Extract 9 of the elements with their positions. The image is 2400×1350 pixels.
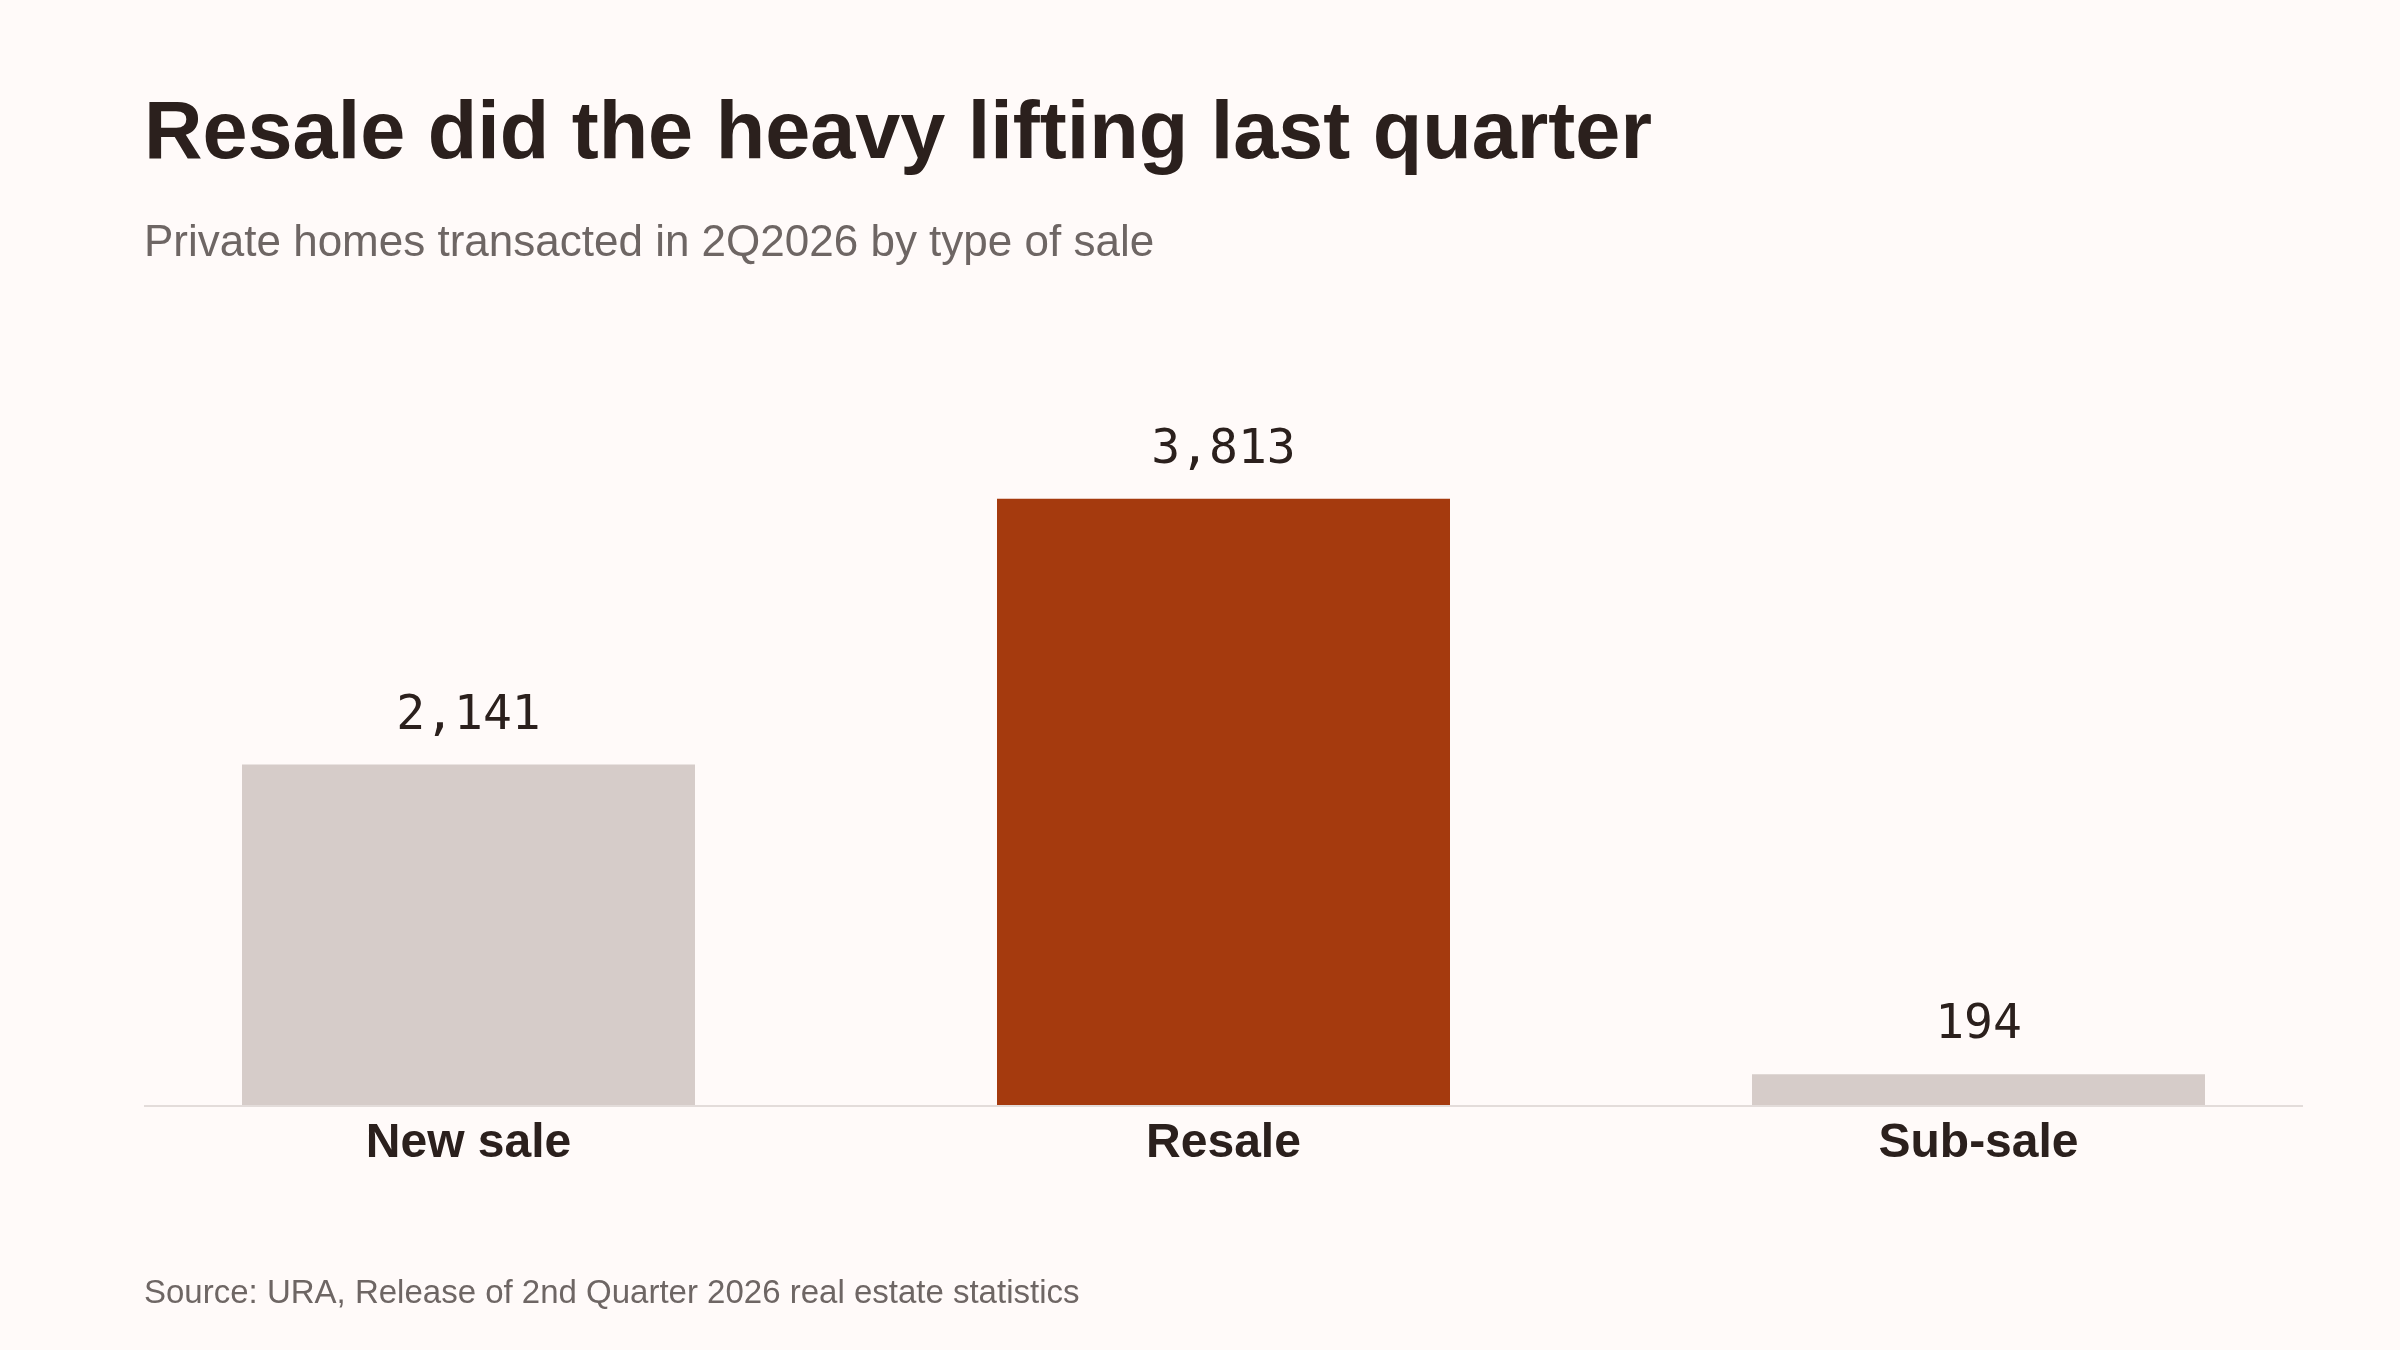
source-note: Source: URA, Release of 2nd Quarter 2026 real estate statistics: [144, 1273, 1080, 1310]
x-tick-label: Resale: [1146, 1114, 1301, 1168]
data-label: 2,141: [396, 683, 541, 740]
x-tick-label: Sub-sale: [1878, 1114, 2079, 1168]
data-label: 194: [1935, 993, 2022, 1050]
chart-subtitle: Private homes transacted in 2Q2026 by type of sale: [144, 216, 1155, 265]
chart-title: Resale did the heavy lifting last quarter: [144, 85, 1652, 175]
x-tick-label: New sale: [365, 1114, 572, 1168]
data-label: 3,813: [1151, 417, 1296, 474]
